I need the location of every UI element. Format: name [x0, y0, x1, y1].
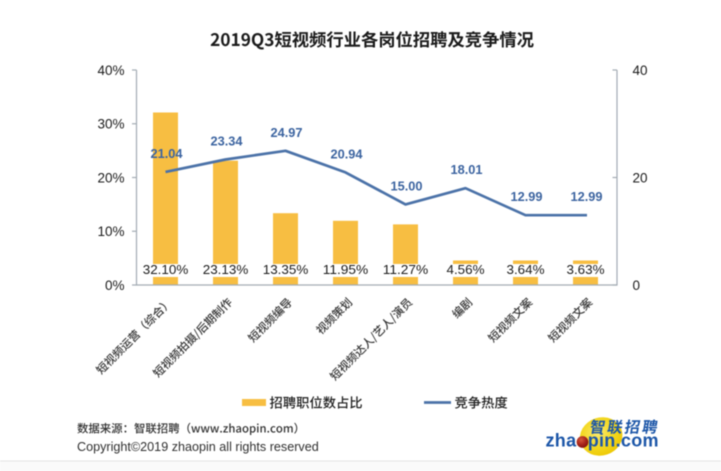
svg-text:20: 20 — [633, 170, 648, 185]
svg-text:30%: 30% — [97, 117, 124, 132]
svg-text:Copyright©2019 zhaopin all rig: Copyright©2019 zhaopin all rights reserv… — [77, 440, 319, 454]
svg-text:0: 0 — [633, 278, 641, 293]
svg-text:40%: 40% — [97, 63, 124, 78]
svg-text:3.63%: 3.63% — [567, 262, 605, 277]
svg-text:40: 40 — [633, 63, 648, 78]
svg-text:20%: 20% — [97, 170, 124, 185]
svg-text:20.94: 20.94 — [330, 146, 363, 161]
svg-text:18.01: 18.01 — [450, 162, 482, 177]
svg-text:23.34: 23.34 — [210, 134, 243, 149]
svg-text:3.64%: 3.64% — [507, 262, 545, 277]
svg-text:32.10%: 32.10% — [143, 262, 189, 277]
svg-text:12.99: 12.99 — [570, 189, 602, 204]
svg-text:15.00: 15.00 — [390, 178, 422, 193]
svg-text:21.04: 21.04 — [150, 146, 183, 161]
svg-text:11.27%: 11.27% — [383, 262, 429, 277]
svg-text:4.56%: 4.56% — [447, 262, 485, 277]
svg-text:10%: 10% — [97, 224, 124, 239]
svg-text:23.13%: 23.13% — [203, 262, 249, 277]
svg-text:0%: 0% — [105, 278, 125, 293]
svg-text:12.99: 12.99 — [510, 189, 542, 204]
svg-text:24.97: 24.97 — [270, 125, 302, 140]
svg-text:13.35%: 13.35% — [263, 262, 309, 277]
svg-text:11.95%: 11.95% — [323, 262, 369, 277]
svg-text:zhaopin.com: zhaopin.com — [546, 431, 659, 451]
